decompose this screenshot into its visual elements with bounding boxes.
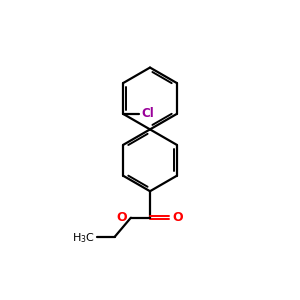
Text: O: O — [173, 211, 183, 224]
Text: Cl: Cl — [141, 107, 154, 120]
Text: H$_3$C: H$_3$C — [72, 231, 94, 245]
Text: O: O — [117, 211, 127, 224]
